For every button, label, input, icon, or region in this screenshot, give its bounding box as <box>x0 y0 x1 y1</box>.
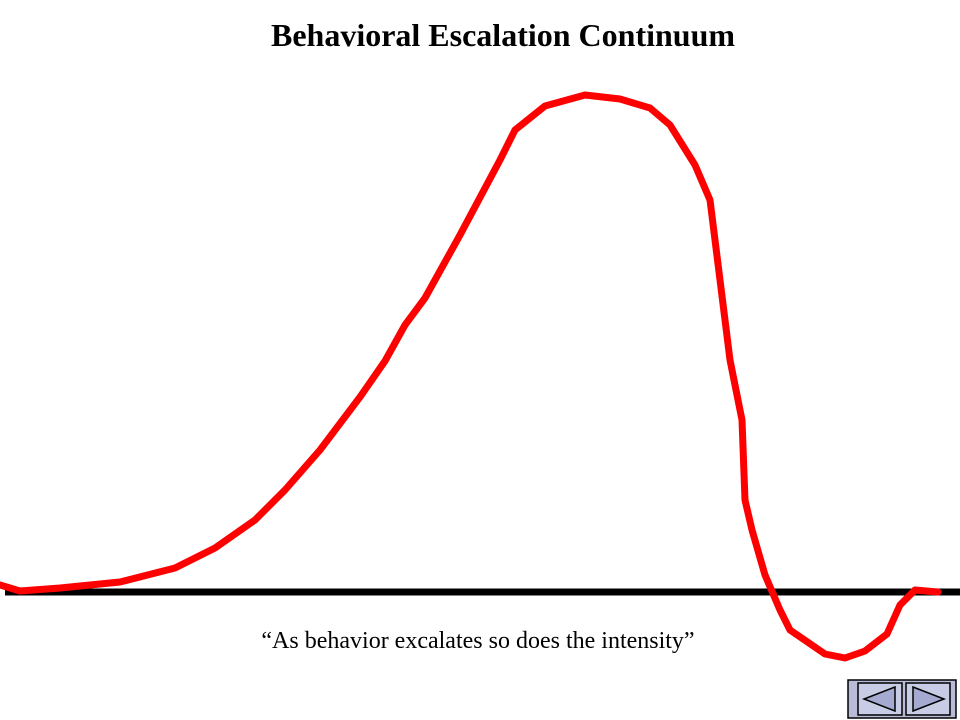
prev-arrow[interactable] <box>861 685 896 713</box>
prev-button[interactable] <box>857 682 903 716</box>
escalation-curve <box>0 91 942 662</box>
slide-title: Behavioral Escalation Continuum <box>271 17 735 53</box>
nav-buttons <box>847 679 957 719</box>
next-button[interactable] <box>905 682 951 716</box>
next-arrow[interactable] <box>912 685 947 713</box>
caption: “As behavior excalates so does the inten… <box>261 628 694 654</box>
